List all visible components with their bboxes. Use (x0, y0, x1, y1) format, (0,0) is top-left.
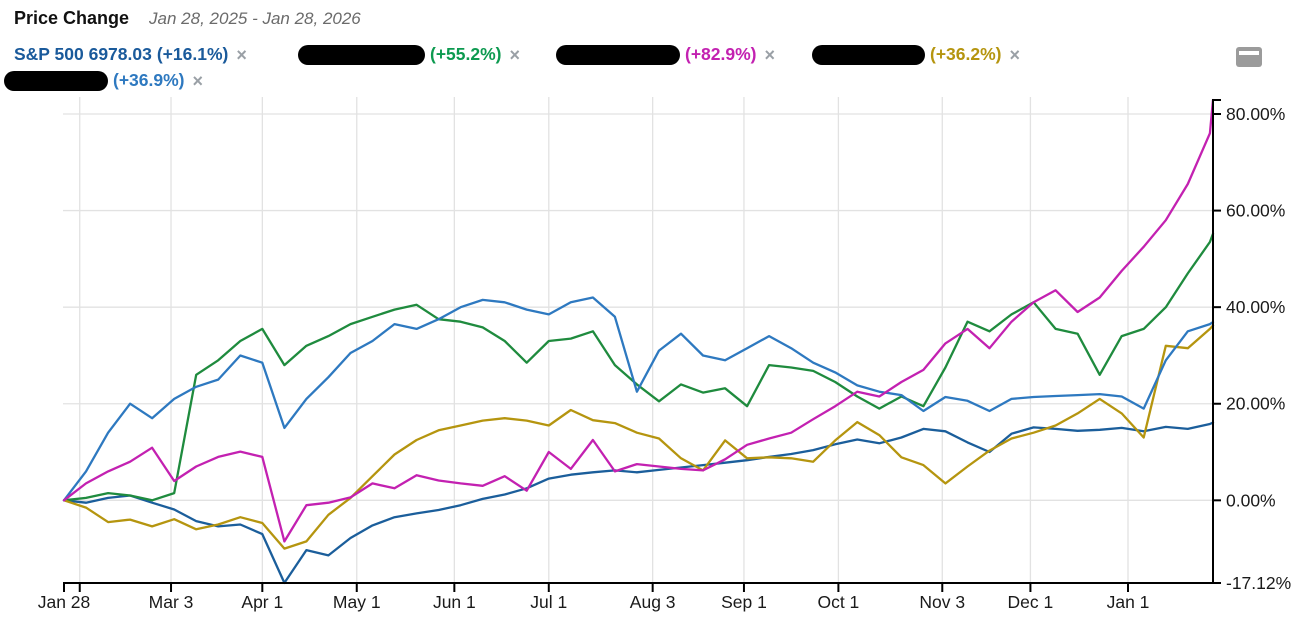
legend-change: (+82.9%) (685, 44, 757, 64)
x-tick-label: Dec 1 (1008, 592, 1054, 612)
y-tick-label: 80.00% (1226, 104, 1285, 124)
series-line-s-p-500 (62, 421, 1215, 585)
y-axis-labels: 80.00% 60.00% 40.00% 20.00% 0.00% -17.12% (1226, 104, 1291, 593)
chart-gridlines (63, 97, 1213, 583)
x-tick-label: Nov 3 (919, 592, 965, 612)
chart-menu-icon[interactable] (1236, 47, 1262, 67)
redacted-ticker (298, 44, 425, 65)
legend-item-blue-stock[interactable]: (+36.9%) × (4, 70, 203, 91)
y-tick-label: 0.00% (1226, 490, 1276, 510)
x-axis-labels: Jan 28 Mar 3 Apr 1 May 1 Jun 1 Jul 1 Aug 3 Sep … (38, 592, 1150, 612)
y-tick-label: -17.12% (1226, 573, 1291, 593)
x-tick-label: Oct 1 (817, 592, 859, 612)
legend-change: (+55.2%) (430, 44, 502, 64)
x-tick-label: Jan 28 (38, 592, 91, 612)
x-tick-label: Apr 1 (241, 592, 283, 612)
window-icon (1239, 51, 1259, 55)
legend-change: (+36.2%) (930, 44, 1002, 64)
x-tick-label: Jul 1 (530, 592, 567, 612)
close-icon[interactable]: × (1007, 46, 1021, 64)
chart-header: Price Change Jan 28, 2025 - Jan 28, 2026 (14, 8, 361, 29)
series-line-stock-gold (62, 324, 1215, 550)
y-tick-label: 40.00% (1226, 297, 1285, 317)
legend-item-magenta-stock[interactable]: (+82.9%) × (556, 44, 775, 65)
legend-change: (+36.9%) (113, 70, 185, 90)
redacted-ticker (556, 44, 680, 65)
x-tick-label: Jan 1 (1107, 592, 1150, 612)
x-tick-label: Sep 1 (721, 592, 767, 612)
legend-item-gold-stock[interactable]: (+36.2%) × (812, 44, 1020, 65)
x-tick-label: Jun 1 (433, 592, 476, 612)
y-tick-label: 60.00% (1226, 201, 1285, 221)
legend-item-green-stock[interactable]: (+55.2%) × (298, 44, 520, 65)
series-line-stock-blue (62, 296, 1215, 502)
redacted-ticker (4, 70, 108, 91)
legend-ticker: S&P 500 6978.03 (14, 44, 152, 64)
redacted-ticker (812, 44, 925, 65)
legend-item-sp500[interactable]: S&P 500 6978.03 (+16.1%) × (14, 44, 247, 65)
close-icon[interactable]: × (233, 46, 247, 64)
legend-change: (+16.1%) (156, 44, 229, 64)
y-tick-label: 20.00% (1226, 394, 1285, 414)
x-tick-label: Aug 3 (630, 592, 676, 612)
x-tick-label: Mar 3 (149, 592, 194, 612)
close-icon[interactable]: × (190, 72, 204, 90)
page-title: Price Change (14, 8, 130, 28)
series-line-stock-magenta (62, 98, 1215, 543)
chart-axes (63, 99, 1221, 592)
x-tick-label: May 1 (333, 592, 381, 612)
close-icon[interactable]: × (762, 46, 776, 64)
close-icon[interactable]: × (507, 46, 521, 64)
date-range: Jan 28, 2025 - Jan 28, 2026 (149, 9, 361, 28)
series-line-stock-green (62, 232, 1215, 502)
chart-series (62, 98, 1215, 585)
